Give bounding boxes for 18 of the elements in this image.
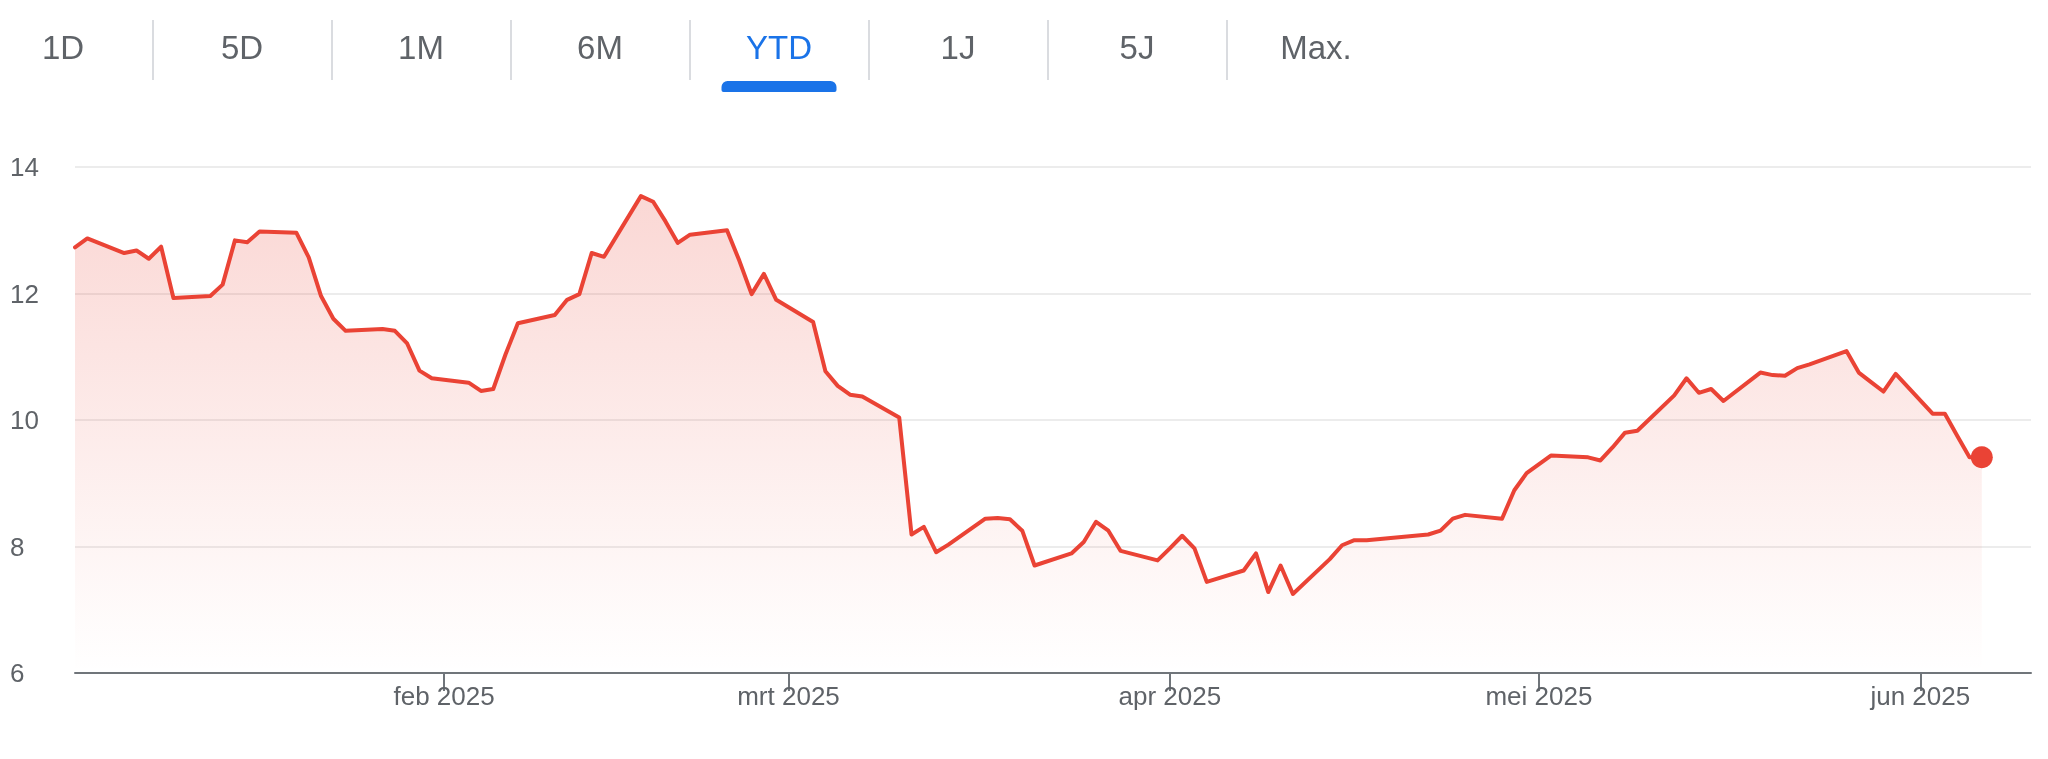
text: 1M [390,22,452,74]
y-tick-label: 8 [10,531,25,562]
x-tick-label: jun 2025 [1869,681,1971,711]
x-tick-label: mei 2025 [1485,681,1593,711]
text: 5J [1111,22,1163,74]
text: 1D [33,22,93,74]
y-tick-label: 12 [10,278,39,309]
text: YTD [738,22,820,74]
y-tick-label: 14 [10,152,39,182]
text: Max. [1272,22,1360,74]
x-tick-label: mrt 2025 [737,681,840,711]
text: 1J [932,22,984,74]
text: 5D [212,22,272,74]
y-tick-label: 10 [10,405,39,435]
x-tick-label: feb 2025 [393,681,495,711]
y-tick-label: 6 [10,658,25,688]
x-tick-label: apr 2025 [1118,681,1222,711]
text: 6M [569,22,631,74]
